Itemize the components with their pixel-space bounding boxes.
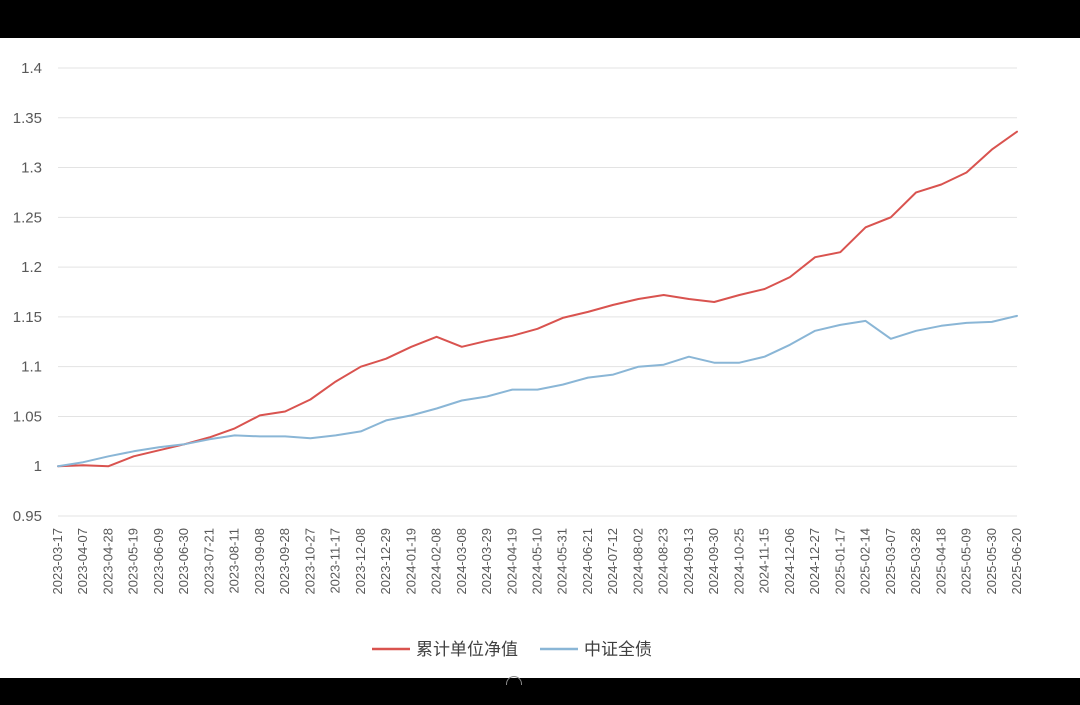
chart-panel: 0.95 1 1.05 1.1 1.15 1.2 1.25 1.3 1.35 1.4 2023-0… xyxy=(0,38,1080,678)
x-tick-label: 2023-06-09 xyxy=(151,528,166,595)
x-tick-label: 2024-10-25 xyxy=(731,528,746,595)
x-tick-label: 2024-08-02 xyxy=(630,528,645,595)
legend-label: 中证全债 xyxy=(584,640,652,659)
x-tick-label: 2025-02-14 xyxy=(858,528,873,595)
x-tick-label: 2025-01-17 xyxy=(832,528,847,595)
line-chart: 0.95 1 1.05 1.1 1.15 1.2 1.25 1.3 1.35 1.4 2023-0… xyxy=(13,60,1024,659)
x-tick-label: 2024-02-08 xyxy=(429,528,444,595)
x-tick-label: 2025-05-30 xyxy=(984,528,999,595)
y-tick-label: 1.4 xyxy=(21,60,42,77)
x-axis-ticks: 2023-03-17 2023-04-07 2023-04-28 2023-05-19… xyxy=(50,528,1024,595)
x-tick-label: 2023-04-28 xyxy=(100,528,115,595)
x-tick-label: 2025-05-09 xyxy=(959,528,974,595)
series-line-1 xyxy=(57,130,1018,468)
y-tick-label: 1.3 xyxy=(21,160,42,177)
x-tick-label: 2024-12-27 xyxy=(807,528,822,595)
x-tick-label: 2023-11-17 xyxy=(328,528,343,594)
x-tick-label: 2025-06-20 xyxy=(1009,528,1024,595)
x-tick-label: 2024-09-30 xyxy=(706,528,721,595)
x-tick-label: 2024-11-15 xyxy=(757,528,772,594)
x-tick-label: 2024-09-13 xyxy=(681,528,696,595)
y-tick-label: 1 xyxy=(34,458,42,475)
y-tick-label: 0.95 xyxy=(13,508,42,525)
x-tick-label: 2023-12-29 xyxy=(378,528,393,595)
x-tick-label: 2024-03-08 xyxy=(454,528,469,595)
x-tick-label: 2024-06-21 xyxy=(580,528,595,595)
x-tick-label: 2025-03-28 xyxy=(908,528,923,595)
y-axis-ticks: 0.95 1 1.05 1.1 1.15 1.2 1.25 1.3 1.35 1.4 xyxy=(13,60,42,525)
x-tick-label: 2024-08-23 xyxy=(656,528,671,595)
y-tick-label: 1.05 xyxy=(13,408,42,425)
home-indicator-icon xyxy=(506,676,522,685)
x-tick-label: 2023-09-08 xyxy=(252,528,267,595)
x-tick-label: 2024-12-06 xyxy=(782,528,797,595)
x-tick-label: 2025-03-07 xyxy=(883,528,898,595)
x-tick-label: 2023-10-27 xyxy=(302,528,317,595)
x-tick-label: 2023-03-17 xyxy=(50,528,65,595)
x-tick-label: 2024-03-29 xyxy=(479,528,494,595)
x-tick-label: 2023-07-21 xyxy=(201,528,216,595)
x-tick-label: 2024-07-12 xyxy=(605,528,620,595)
series-lines xyxy=(57,130,1018,468)
x-tick-label: 2023-04-07 xyxy=(75,528,90,595)
x-tick-label: 2025-04-18 xyxy=(933,528,948,595)
legend: 累计单位净值 中证全债 xyxy=(372,640,652,659)
x-tick-label: 2023-08-11 xyxy=(227,528,242,594)
x-tick-label: 2024-05-31 xyxy=(555,528,570,595)
x-tick-label: 2024-01-19 xyxy=(403,528,418,595)
legend-label: 累计单位净值 xyxy=(416,640,518,659)
x-tick-label: 2024-04-19 xyxy=(504,528,519,595)
y-tick-label: 1.15 xyxy=(13,309,42,326)
gridlines xyxy=(58,67,1017,517)
y-tick-label: 1.1 xyxy=(21,359,42,376)
x-tick-label: 2023-09-28 xyxy=(277,528,292,595)
x-tick-label: 2023-12-08 xyxy=(353,528,368,595)
y-tick-label: 1.25 xyxy=(13,209,42,226)
series-line-2 xyxy=(57,314,1018,468)
y-tick-label: 1.35 xyxy=(13,110,42,127)
y-tick-label: 1.2 xyxy=(21,259,42,276)
x-tick-label: 2024-05-10 xyxy=(530,528,545,595)
x-tick-label: 2023-05-19 xyxy=(126,528,141,595)
x-tick-label: 2023-06-30 xyxy=(176,528,191,595)
